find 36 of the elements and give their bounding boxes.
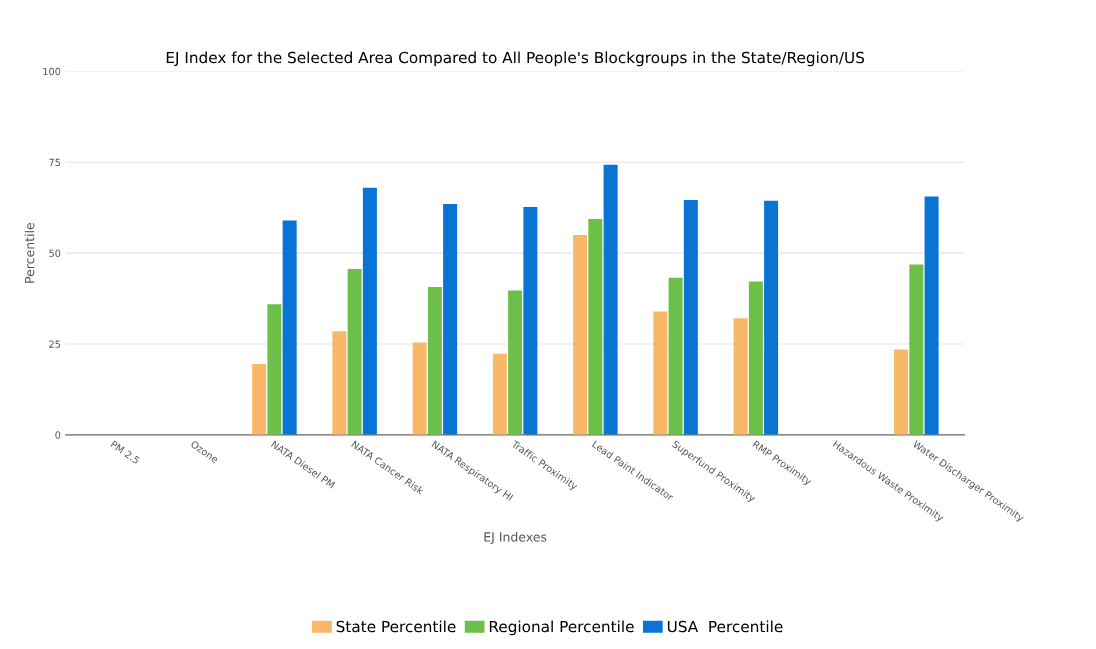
bar xyxy=(332,331,347,435)
y-tick-label: 75 xyxy=(49,158,61,167)
bar xyxy=(412,342,427,435)
x-tick-label: PM 2.5 xyxy=(110,440,140,465)
bar xyxy=(924,196,939,435)
bar xyxy=(362,187,377,435)
legend-label: State Percentile xyxy=(336,620,456,633)
y-tick-label: 0 xyxy=(55,431,61,439)
bar xyxy=(668,277,683,435)
bar xyxy=(492,353,507,435)
bar xyxy=(683,200,698,435)
bar xyxy=(748,281,763,435)
y-axis-title: Percentile xyxy=(24,222,35,283)
chart-title: EJ Index for the Selected Area Compared to All People's Blockgroups in the State/Region/US xyxy=(166,51,865,67)
bar xyxy=(733,318,748,435)
bar xyxy=(267,304,282,435)
bar xyxy=(588,218,603,435)
y-tick-label: 100 xyxy=(43,67,61,76)
bar xyxy=(252,363,267,435)
x-axis-title: EJ Indexes xyxy=(484,531,547,544)
bar xyxy=(653,311,668,435)
bar xyxy=(443,204,458,435)
bar xyxy=(764,200,779,435)
bar xyxy=(508,290,523,435)
legend-label: USA Percentile xyxy=(667,620,783,633)
bar xyxy=(894,349,909,435)
bar xyxy=(282,220,297,435)
bar xyxy=(603,164,618,435)
bar xyxy=(427,286,442,435)
legend-label: Regional Percentile xyxy=(489,620,634,636)
y-tick-label: 50 xyxy=(49,249,61,257)
y-tick-label: 25 xyxy=(49,340,61,348)
bar xyxy=(523,206,538,435)
bar xyxy=(573,234,588,435)
bar xyxy=(909,264,924,435)
bar xyxy=(347,269,362,435)
